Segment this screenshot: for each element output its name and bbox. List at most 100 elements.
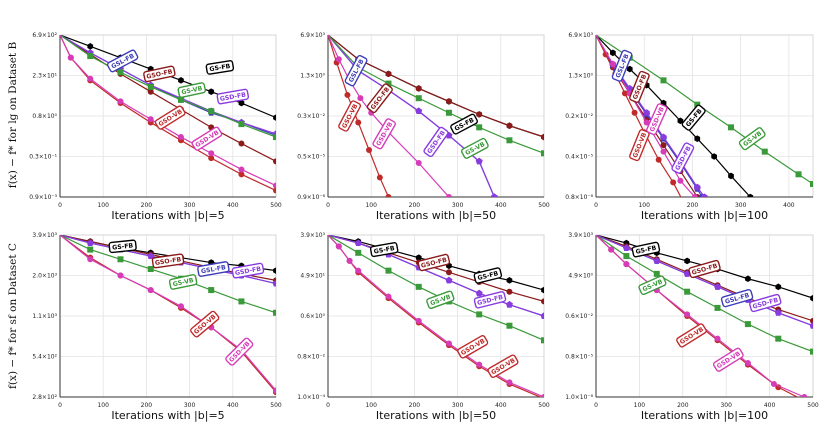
point-gso-vb (355, 119, 362, 126)
series-label-gs-fb-box (205, 60, 235, 75)
point-gsd-vb (177, 303, 184, 310)
point-gsd-vb (346, 257, 353, 264)
point-gs-vb (273, 309, 276, 316)
series-line-gsd-fb (596, 235, 813, 327)
series-label-gso-fb: GSO-FB (143, 65, 176, 83)
point-gs-fb (273, 114, 276, 121)
series-line-gsd-fb (328, 235, 544, 317)
y-tick-label: 3.9×10³ (32, 232, 57, 239)
y-tick-label: 0.8×10⁻² (297, 354, 325, 361)
point-gsd-vb (208, 150, 215, 157)
point-gso-fb (147, 88, 154, 95)
y-tick-label: 1.1×10³ (32, 313, 57, 320)
x-tick-label: 200 (409, 202, 421, 209)
x-tick-label: 0 (58, 202, 62, 209)
series-label-gso-vb-box (338, 100, 362, 132)
point-gso-vb (208, 155, 215, 162)
point-gs-fb (684, 257, 690, 265)
point-gso-vb (621, 90, 628, 97)
point-gs-vb (810, 348, 813, 355)
point-gso-fb (541, 298, 544, 305)
series-line-gsd-vb (60, 235, 276, 391)
point-gso-fb (445, 98, 452, 105)
y-tick-label: 0.6×10⁻² (565, 313, 593, 320)
x-tick-label: 400 (227, 402, 239, 409)
point-gs-vb (147, 266, 154, 273)
y-tick-label: 0.9×10⁻³ (29, 194, 57, 201)
series-label-gsl-fb-box (197, 261, 230, 277)
point-gso-vb (602, 51, 609, 58)
x-tick-label: 400 (495, 402, 507, 409)
point-gs-vb (355, 249, 362, 256)
point-gso-vb (376, 174, 383, 181)
x-tick-label: 200 (677, 402, 689, 409)
series-label-gs-vb: GS-VB (461, 137, 489, 159)
point-gsd-fb (86, 239, 94, 247)
point-gs-vb (506, 322, 513, 329)
row-title-top: f(x) − f* for lg on Dataset B (7, 42, 19, 189)
series-label-gs-fb-text: GS-FB (112, 242, 134, 251)
series-label-gs-fb: GS-FB (473, 267, 503, 284)
point-gso-vb (655, 156, 662, 163)
series-label-gs-fb-text: GS-FB (209, 63, 231, 73)
point-gs-fb (238, 99, 245, 107)
series-line-gso-fb (60, 35, 276, 162)
y-tick-label: 1.3×10⁰ (300, 73, 325, 80)
point-gs-vb (476, 311, 483, 318)
y-tick-label: 4.9×10¹ (300, 273, 325, 280)
point-gs-vb (476, 124, 483, 131)
x-tick-label: 500 (807, 402, 819, 409)
x-tick-label: 300 (452, 402, 464, 409)
series-label-gs-vb: GS-VB (426, 290, 455, 310)
point-gs-vb (385, 267, 392, 274)
x-axis-title: Iterations with |b|=50 (376, 209, 496, 222)
series-label-gso-vb: GSO-VB (487, 354, 519, 378)
series-label-gsl-fb: GSL-FB (720, 289, 754, 308)
series-line-gs-vb (328, 235, 544, 341)
point-gs-vb (728, 124, 735, 131)
series-label-gsd-vb: GSD-VB (372, 118, 396, 150)
x-axis-title: Iterations with |b|=100 (641, 209, 768, 222)
x-tick-label: 300 (184, 202, 196, 209)
series-label-gso-fb: GSO-FB (151, 253, 185, 269)
series-label-gs-fb-box (450, 113, 478, 135)
series-label-gs-fb: GS-FB (108, 239, 137, 254)
point-gsd-vb (147, 116, 154, 123)
x-tick-label: 400 (227, 202, 239, 209)
point-gs-vb (238, 298, 245, 305)
y-tick-label: 0.4×10⁻⁵ (565, 154, 593, 161)
x-tick-label: 100 (634, 402, 646, 409)
series-label-gsd-fb-box (216, 88, 250, 105)
point-gs-vb (415, 283, 422, 290)
point-gs-vb (684, 288, 691, 295)
point-gs-fb (273, 267, 276, 274)
point-gs-fb (208, 88, 215, 95)
y-tick-label: 1.0×10⁻⁸ (565, 394, 593, 401)
series-label-gsd-fb: GSD-FB (423, 126, 449, 158)
x-tick-label: 0 (594, 202, 598, 209)
chart-panel-2: 0 100 200 300 400 500 6.9×10³ 1.3×10⁰ 0.3×10⁻² 0.… (297, 32, 550, 222)
point-gsd-vb (357, 95, 364, 102)
series-label-gs-vb-text: GS-VB (181, 85, 203, 96)
point-gsd-fb (147, 252, 155, 259)
x-tick-label: 100 (365, 402, 377, 409)
point-gs-vb (273, 134, 276, 141)
point-gsd-fb (809, 322, 813, 329)
point-gsd-fb (714, 283, 721, 290)
x-tick-label: 500 (538, 402, 550, 409)
point-gs-vb (238, 121, 245, 128)
x-axis-title: Iterations with |b|=5 (111, 209, 224, 222)
point-gsd-fb (643, 109, 651, 116)
series-label-gs-fb: GS-FB (205, 60, 235, 75)
series-line-gs-vb (60, 35, 276, 138)
point-gsd-vb (355, 267, 362, 274)
point-gsd-vb (691, 194, 698, 197)
series-label-gs-fb-box (631, 241, 661, 258)
series-label-gsd-fb-box (749, 293, 782, 313)
point-gsd-vb (87, 75, 94, 82)
series-label-gsl-fb-box (611, 49, 633, 82)
point-gs-fb (747, 193, 754, 197)
series-label-gso-fb-box (629, 70, 650, 103)
series-line-gs-vb (60, 235, 276, 314)
point-gs-vb (775, 335, 782, 342)
